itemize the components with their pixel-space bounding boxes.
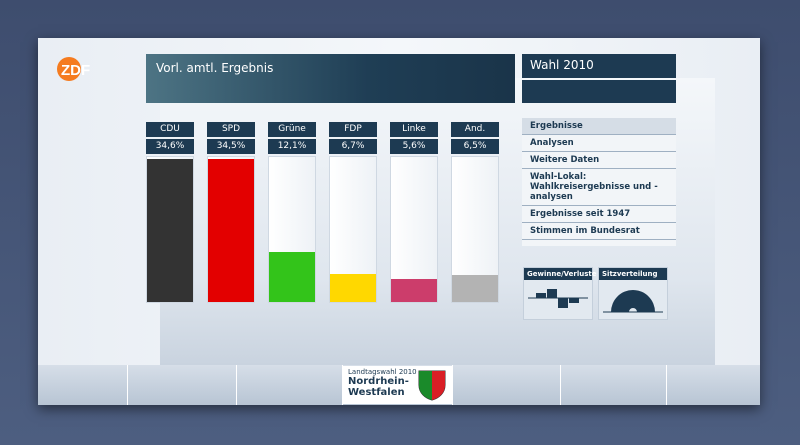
subtitle-bar [522, 80, 676, 103]
bar-label: CDU [146, 122, 194, 137]
side-nav: Ergebnisse Analysen Weitere Daten Wahl-L… [522, 118, 676, 246]
bar [330, 274, 376, 302]
wahl-label: Wahl [530, 58, 560, 72]
bar-column: Linke 5,6% [390, 122, 438, 303]
bar-value-label: 34,6% [146, 139, 194, 154]
bar-column: SPD 34,5% [207, 122, 255, 303]
nav-seit-1947[interactable]: Ergebnisse seit 1947 [522, 206, 676, 223]
bar [269, 251, 315, 302]
bar-label: FDP [329, 122, 377, 137]
nav-weitere-daten[interactable]: Weitere Daten [522, 152, 676, 169]
nrw-badge[interactable]: Landtagswahl 2010 Nordrhein- Westfalen [343, 366, 453, 404]
gains-chart-icon [528, 289, 588, 308]
page-title: Vorl. amtl. Ergebnis [146, 54, 515, 103]
zdf-logo[interactable]: ZDF [56, 56, 114, 82]
bar [147, 158, 193, 302]
wahl-year: 2010 [563, 58, 594, 72]
seats-label: Sitzverteilung [599, 268, 667, 280]
footer-line3: Westfalen [348, 387, 405, 398]
nav-bundesrat[interactable]: Stimmen im Bundesrat [522, 223, 676, 240]
bar-track [451, 156, 499, 303]
nav-wahl-lokal[interactable]: Wahl-Lokal: Wahlkreisergebnisse und -ana… [522, 169, 676, 206]
nrw-coat-of-arms-icon [418, 370, 446, 401]
bar-label: SPD [207, 122, 255, 137]
bar-label: Grüne [268, 122, 316, 137]
bar-column: FDP 6,7% [329, 122, 377, 303]
bar-column: CDU 34,6% [146, 122, 194, 303]
nav-analysen[interactable]: Analysen [522, 135, 676, 152]
bar-track [329, 156, 377, 303]
bar-label: And. [451, 122, 499, 137]
bar-value-label: 34,5% [207, 139, 255, 154]
gains-label: Gewinne/Verluste [524, 268, 597, 280]
bar-value-label: 12,1% [268, 139, 316, 154]
bar-value-label: 6,7% [329, 139, 377, 154]
bar-value-label: 5,6% [390, 139, 438, 154]
bar-column: Grüne 12,1% [268, 122, 316, 303]
nav-ergebnisse[interactable]: Ergebnisse [522, 118, 676, 135]
footer-line2: Nordrhein- [348, 376, 409, 387]
bar [452, 275, 498, 302]
bar-label: Linke [390, 122, 438, 137]
election-title: Wahl 2010 [522, 54, 676, 78]
seats-widget[interactable]: Sitzverteilung [598, 267, 668, 320]
seat-distribution-icon [603, 290, 663, 313]
footer-line1: Landtagswahl 2010 [348, 368, 417, 376]
bar-track [390, 156, 438, 303]
bar [391, 278, 437, 302]
bar-value-label: 6,5% [451, 139, 499, 154]
brand-text: ZDF [61, 62, 90, 79]
bar-track [146, 156, 194, 303]
bar-column: And. 6,5% [451, 122, 499, 303]
gains-losses-widget[interactable]: Gewinne/Verluste [523, 267, 597, 320]
bar-track [207, 156, 255, 303]
bar-track [268, 156, 316, 303]
bar [208, 159, 254, 302]
